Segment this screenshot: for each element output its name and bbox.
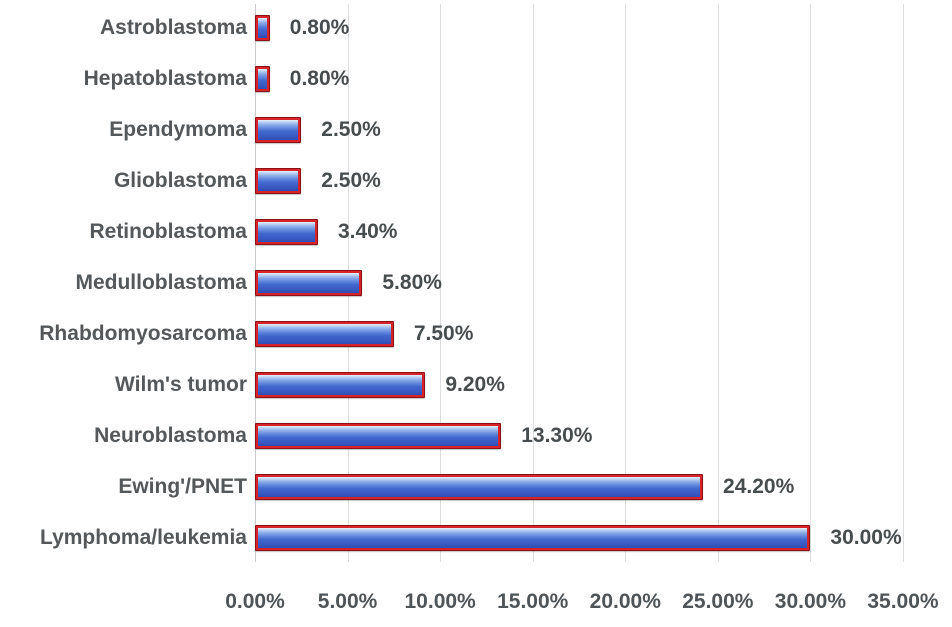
category-label: Lymphoma/leukemia xyxy=(40,526,247,549)
bar xyxy=(255,270,363,296)
gridline xyxy=(625,4,627,562)
x-tick-label: 10.00% xyxy=(404,590,476,613)
value-label: 9.20% xyxy=(445,373,505,396)
plot-area: 0.80% 0.80% 2.50% 2.50% 3.40% 5.80% 7.50% 9.20%… xyxy=(255,2,915,562)
gridline xyxy=(902,4,904,562)
category-label: Ependymoma xyxy=(109,118,247,141)
bar xyxy=(255,117,302,143)
category-label: Glioblastoma xyxy=(113,169,247,192)
value-label: 24.20% xyxy=(723,475,795,498)
bar-fill xyxy=(258,528,808,548)
bar-fill xyxy=(258,273,360,293)
bar xyxy=(255,321,394,347)
bar xyxy=(255,525,811,551)
bar xyxy=(255,66,270,92)
category-label: Retinoblastoma xyxy=(89,220,247,243)
value-label: 0.80% xyxy=(289,16,350,39)
value-label: 13.30% xyxy=(521,424,593,447)
bar-fill xyxy=(258,69,267,89)
bar-fill xyxy=(258,477,701,497)
x-tick-label: 30.00% xyxy=(774,590,847,613)
gridline xyxy=(440,4,442,562)
category-label: Neuroblastoma xyxy=(94,424,247,447)
bar xyxy=(255,474,704,500)
x-tick-label: 25.00% xyxy=(682,590,754,613)
value-label: 3.40% xyxy=(337,220,398,243)
value-label: 2.50% xyxy=(321,118,381,141)
value-label: 0.80% xyxy=(289,67,350,90)
bar xyxy=(255,15,270,41)
x-tick-label: 15.00% xyxy=(497,590,569,613)
value-label: 7.50% xyxy=(413,322,474,345)
bar-fill xyxy=(258,171,299,191)
bar-fill xyxy=(258,120,299,140)
bar-fill xyxy=(258,222,315,242)
value-label: 5.80% xyxy=(382,271,442,294)
bar-fill xyxy=(258,18,267,38)
bar-fill xyxy=(258,324,391,344)
gridline xyxy=(532,4,534,562)
bar xyxy=(255,372,426,398)
category-label: Hepatoblastoma xyxy=(83,67,247,90)
value-label: 30.00% xyxy=(830,526,902,549)
x-tick-label: 0.00% xyxy=(225,590,285,613)
x-tick-label: 35.00% xyxy=(867,590,939,613)
bar xyxy=(255,168,302,194)
bar-fill xyxy=(258,426,499,446)
category-label: Astroblastoma xyxy=(99,16,247,39)
x-tick-label: 5.00% xyxy=(317,590,378,613)
bar xyxy=(255,423,502,449)
x-tick-label: 20.00% xyxy=(589,590,661,613)
gridline xyxy=(810,4,812,562)
gridline xyxy=(717,4,719,562)
value-label: 2.50% xyxy=(321,169,381,192)
category-label: Medulloblastoma xyxy=(75,271,247,294)
category-label: Wilm's tumor xyxy=(115,373,247,396)
category-label: Ewing'/PNET xyxy=(118,475,247,498)
category-label: Rhabdomyosarcoma xyxy=(39,322,247,345)
bar-fill xyxy=(258,375,423,395)
bar xyxy=(255,219,318,245)
